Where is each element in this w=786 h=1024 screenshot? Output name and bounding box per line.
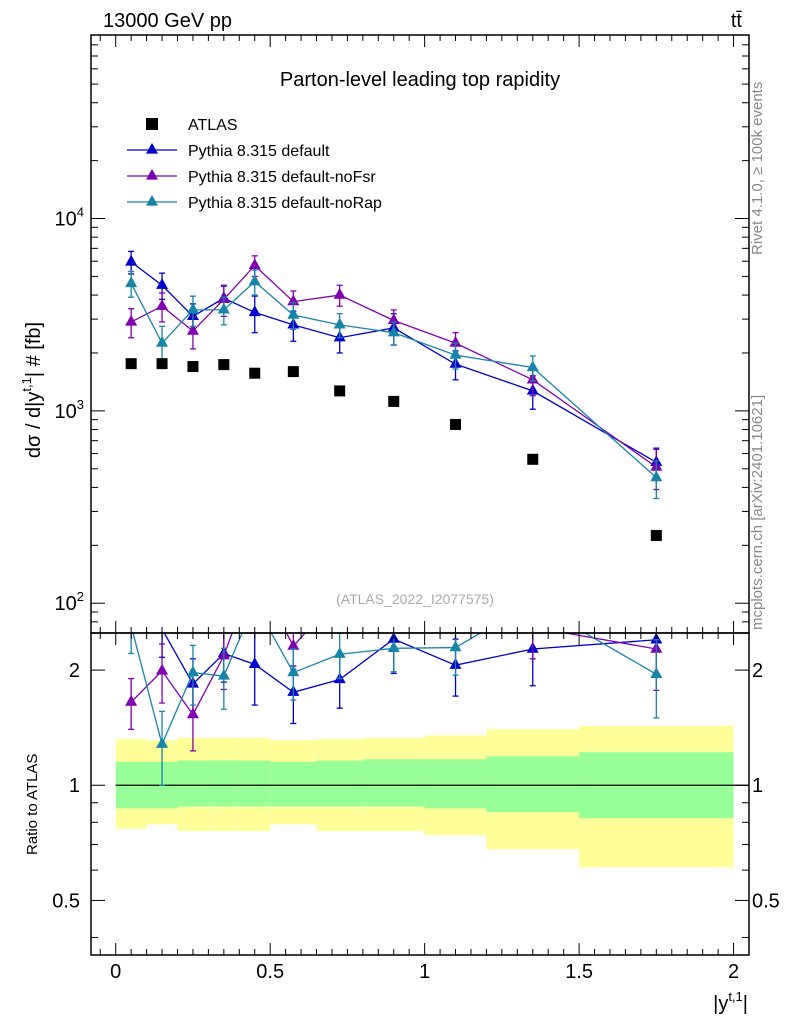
ratio-tick-label-left: 2 [69, 660, 80, 682]
series-2-point [650, 470, 663, 482]
series-2-point [387, 325, 400, 337]
x-tick-label: 1 [419, 961, 430, 983]
ratio-series-1-point [125, 694, 138, 706]
series-0-line [130, 261, 657, 463]
ratio-tick-label-left: 0.5 [52, 890, 80, 912]
series-1-point [186, 323, 199, 335]
atlas-data-point [650, 529, 662, 541]
ratio-series-1-point [287, 639, 300, 650]
ratio-band-inner [239, 760, 271, 807]
analysis-tag: (ATLAS_2022_I2077575) [336, 591, 494, 607]
ratio-series-2-point [387, 641, 400, 652]
ratio-band-inner [424, 759, 487, 809]
series-2-point [333, 317, 346, 329]
legend-atlas-marker [146, 118, 158, 130]
ratio-series-2-point [333, 647, 346, 658]
ratio-series-2-point [449, 640, 462, 652]
atlas-data-point [450, 418, 462, 430]
ratio-series-2-point [287, 665, 300, 677]
x-axis-label: |yt,1| [713, 989, 748, 1015]
legend-marker [146, 168, 158, 180]
atlas-data-point [125, 358, 137, 370]
ratio-series-2-point [527, 596, 539, 607]
atlas-data-point [218, 359, 230, 371]
legend-atlas-label: ATLAS [188, 117, 238, 134]
series-1-line [130, 264, 657, 468]
ratio-tick-label-left: 1 [69, 775, 80, 797]
ratio-panel [115, 725, 749, 868]
ratio-band-inner [177, 760, 209, 807]
chart-title: Parton-level leading top rapidity [280, 69, 560, 91]
series-2-point [125, 276, 138, 288]
axis-ticks [91, 34, 750, 955]
ratio-series-1-point [249, 564, 261, 575]
series-0-point [125, 254, 138, 266]
series-1-point [156, 299, 169, 310]
series-1-point [333, 287, 346, 299]
mcplots-label: mcplots.cern.ch [arXiv:2401.10621] [749, 395, 766, 630]
legend-label: Pythia 8.315 default-noRap [188, 195, 382, 212]
atlas-data-point [287, 366, 299, 378]
ratio-band-inner [270, 762, 317, 807]
series-2-point [248, 274, 261, 286]
x-tick-label: 0 [110, 961, 121, 983]
main-series-group [125, 250, 663, 541]
x-tick-label: 1.5 [565, 961, 593, 983]
ratio-frame [90, 632, 750, 956]
atlas-data-point [334, 385, 346, 397]
header-energy-label: 13000 GeV pp [103, 10, 232, 32]
atlas-data-point [156, 358, 168, 370]
series-0-point [156, 278, 169, 289]
legend-marker [146, 194, 158, 206]
ratio-series-1-point [388, 617, 400, 628]
atlas-data-point [388, 395, 400, 407]
series-2-point [449, 347, 462, 359]
series-2-point [526, 360, 539, 372]
legend: ATLAS Pythia 8.315 default Pythia 8.315 de… [127, 117, 382, 212]
ratio-band-inner [208, 760, 240, 807]
ratio-series-2-point [186, 665, 199, 677]
ratio-series-1-point [450, 616, 462, 627]
ratio-series-1-point [156, 663, 169, 675]
y-tick-label: 102 [55, 589, 84, 615]
atlas-data-point [249, 367, 261, 379]
series-1-point [248, 258, 261, 270]
header-process-label: tt̄ [731, 10, 743, 32]
series-2-point [217, 302, 230, 314]
legend-label: Pythia 8.315 default-noFsr [188, 169, 376, 186]
series-2-point [287, 307, 300, 319]
ratio-band-inner [316, 760, 363, 807]
rivet-version-label: Rivet 4.1.0, ≥ 100k events [749, 82, 766, 255]
atlas-data-point [187, 361, 199, 373]
y-tick-label: 104 [55, 205, 84, 231]
legend-marker [146, 142, 158, 154]
ratio-tick-label-right: 2 [752, 660, 763, 682]
series-1-point [125, 314, 138, 326]
ratio-tick-label-right: 0.5 [752, 890, 780, 912]
axes-frames [90, 34, 750, 956]
ratio-series-0-point [125, 576, 137, 587]
ratio-series-1-point [186, 707, 199, 719]
ratio-series-2-point [249, 596, 261, 607]
series-2-point [156, 336, 169, 347]
y-axis-label: dσ / d|yt,1| # [fb] [19, 322, 45, 458]
series-1-point [449, 336, 462, 347]
ratio-series-2-point [156, 737, 169, 748]
ratio-series-2-point [650, 667, 663, 678]
x-tick-label: 2 [728, 961, 739, 983]
ratio-tick-label-right: 1 [752, 775, 763, 797]
x-tick-label: 0.5 [256, 961, 284, 983]
axis-tick-labels: 0 0.5 1 1.5 2 102 103 104 0.5 0.5 1 1 2 2 [52, 205, 780, 983]
atlas-data-point [527, 453, 539, 465]
ratio-series-2-point [217, 668, 230, 680]
ratio-band-inner [362, 759, 425, 807]
series-0-point [248, 305, 261, 317]
legend-label: Pythia 8.315 default [188, 143, 330, 160]
series-2-point [186, 302, 199, 314]
ratio-band-inner [486, 756, 580, 813]
y-tick-label: 103 [55, 397, 84, 423]
ratio-series-0-point [248, 657, 261, 669]
ratio-y-axis-label: Ratio to ATLAS [24, 754, 41, 855]
